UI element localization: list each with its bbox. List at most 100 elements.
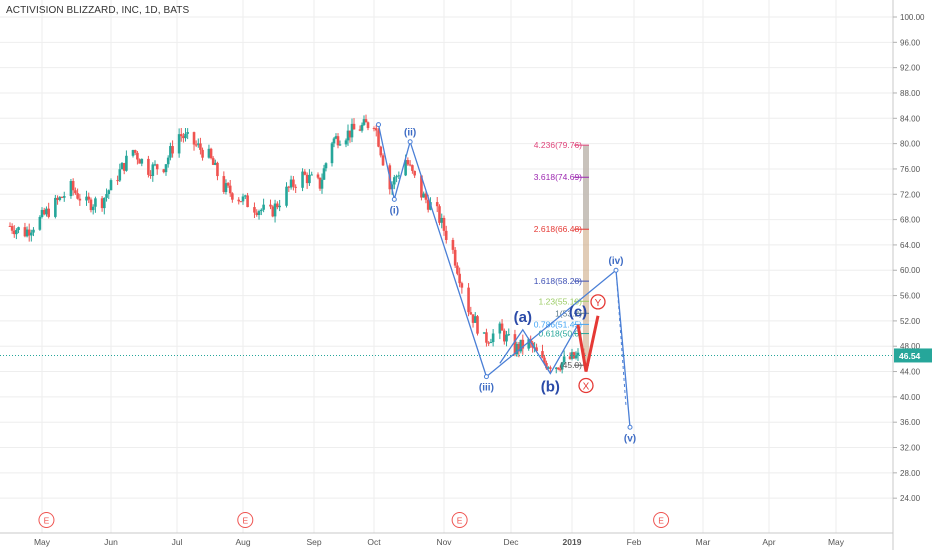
candle-body: [426, 199, 430, 210]
candle-body: [517, 343, 521, 352]
candle-body: [94, 198, 97, 207]
candle-body: [458, 273, 461, 284]
fib-level-label: 1.618(58.28): [534, 276, 582, 286]
candle-body: [294, 186, 297, 188]
candle-body: [377, 130, 380, 147]
y-tick-label: 72.00: [900, 190, 921, 199]
candle-body: [224, 183, 228, 193]
fib-level-label: 1(53.2): [555, 308, 582, 318]
candle-body: [453, 249, 457, 266]
candle-body: [305, 174, 309, 184]
candle-body: [109, 180, 113, 191]
x-tick-label: Jun: [104, 537, 118, 547]
chart-title: ACTIVISION BLIZZARD, INC, 1D, BATS: [6, 5, 190, 16]
candle-body: [32, 229, 35, 233]
wave-label: (ii): [404, 128, 416, 139]
candle-body: [411, 165, 414, 171]
candle-body: [228, 185, 232, 194]
candle-body: [358, 129, 362, 131]
candle-body: [253, 207, 256, 213]
candle-body: [85, 196, 88, 201]
candle-body: [489, 342, 493, 344]
candle-body: [505, 334, 508, 342]
candle-body: [276, 203, 279, 208]
candle-body: [91, 206, 95, 211]
candle-body: [243, 195, 247, 197]
candle-body: [45, 208, 48, 215]
y-tick-label: 92.00: [900, 64, 921, 73]
candle-body: [56, 197, 59, 200]
candle-body: [15, 229, 18, 235]
candle-body: [58, 196, 62, 200]
y-tick-label: 32.00: [900, 444, 921, 453]
fib-level-label: (45.0): [560, 360, 582, 370]
candle-body: [78, 198, 82, 201]
candle-body: [556, 367, 560, 370]
x-tick-label: May: [828, 537, 845, 547]
fib-level-label: 3.618(74.69): [534, 172, 582, 182]
x-tick-label: Feb: [627, 537, 642, 547]
candle-body: [140, 158, 144, 164]
candle-body: [301, 171, 304, 188]
candle-body: [360, 124, 364, 131]
candle-body: [257, 211, 261, 215]
candle-body: [413, 170, 416, 176]
y-tick-label: 68.00: [900, 216, 921, 225]
candle-body: [201, 149, 204, 158]
candle-body: [362, 119, 366, 125]
candle-body: [118, 169, 122, 181]
earnings-marker-label: E: [242, 516, 248, 526]
wave-pivot: [391, 196, 397, 202]
candle-body: [222, 176, 226, 193]
candle-body: [231, 193, 234, 200]
candle-body: [103, 197, 106, 209]
candle-body: [456, 265, 459, 274]
candle-body: [151, 164, 155, 176]
candle-body: [69, 181, 73, 197]
wave-label: (iii): [479, 383, 494, 394]
x-tick-label: 2019: [563, 537, 582, 547]
candle-body: [491, 333, 495, 343]
y-tick-label: 64.00: [900, 241, 921, 250]
candle-body: [303, 171, 307, 175]
candle-body: [348, 130, 352, 138]
candle-body: [38, 216, 42, 230]
candle-body: [54, 197, 57, 217]
candle-body: [30, 232, 33, 236]
candle-body: [543, 357, 546, 363]
candle-body: [545, 362, 548, 369]
wave-pivot: [613, 267, 619, 273]
candle-body: [515, 343, 519, 355]
candle-body: [162, 169, 166, 173]
xy-marker-label: Y: [595, 298, 602, 309]
wave-label: (b): [541, 378, 560, 395]
candle-body: [364, 119, 368, 123]
candle-body: [105, 194, 108, 198]
xy-marker: [578, 377, 594, 394]
candle-body: [352, 123, 356, 130]
candle-body: [74, 190, 77, 194]
y-tick-label: 76.00: [900, 165, 921, 174]
candle-body: [440, 217, 444, 223]
candle-body: [147, 158, 150, 175]
candle-body: [507, 334, 511, 336]
earnings-marker-label: E: [457, 516, 463, 526]
xy-marker-label: X: [583, 381, 590, 392]
x-tick-label: Dec: [503, 537, 519, 547]
candle-body: [527, 339, 531, 349]
candle-body: [192, 132, 196, 145]
candle-body: [336, 136, 340, 146]
candle-body: [324, 163, 328, 169]
candle-body: [320, 179, 324, 189]
y-tick-label: 24.00: [900, 494, 921, 503]
xy-marker: [590, 294, 606, 310]
x-tick-label: Oct: [367, 537, 381, 547]
candle-body: [271, 206, 275, 217]
candle-body: [549, 367, 552, 369]
y-tick-label: 88.00: [900, 89, 921, 98]
candle-body: [216, 162, 219, 177]
y-tick-label: 80.00: [900, 140, 921, 149]
wave-label: (i): [390, 205, 399, 216]
candle-body: [136, 152, 139, 160]
